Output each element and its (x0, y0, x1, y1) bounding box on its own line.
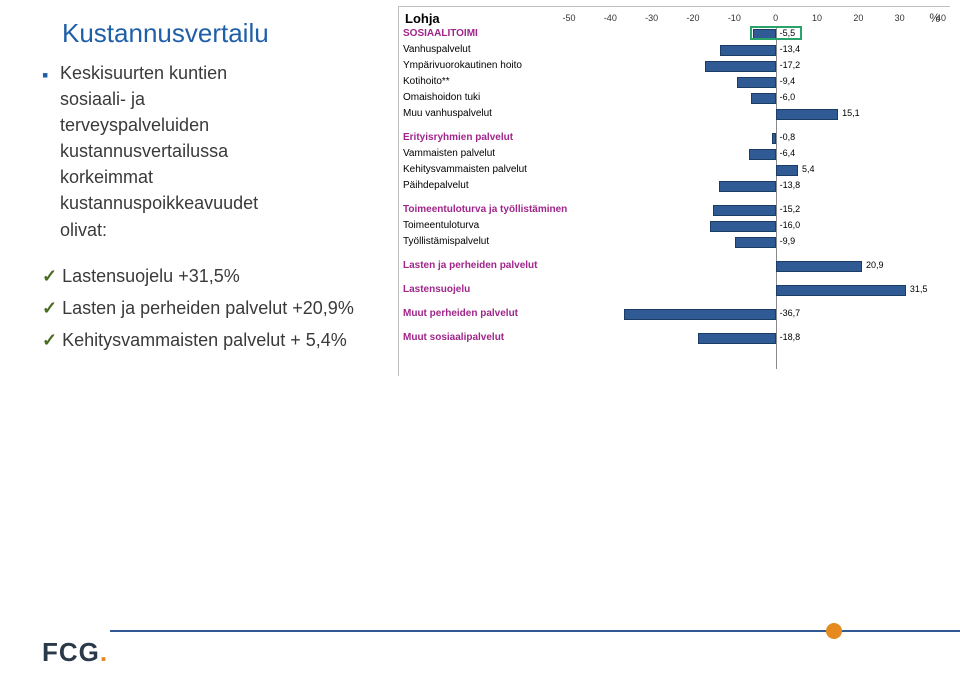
check-label: Lasten ja perheiden palvelut +20,9% (62, 298, 354, 318)
bar-value: -13,4 (780, 44, 801, 54)
x-tick-label: 20 (848, 13, 868, 23)
row-label: Muu vanhuspalvelut (403, 107, 565, 121)
row-label: Työllistämispalvelut (403, 235, 565, 249)
chart-bar (749, 149, 775, 160)
bar-value: -16,0 (780, 220, 801, 230)
intro-line: sosiaali- ja (60, 86, 382, 112)
check-icon: ✓ (42, 298, 57, 318)
intro-line: olivat: (60, 217, 382, 243)
x-axis-ticks: -50-40-30-20-10010203040 (569, 13, 941, 25)
bar-value: -6,4 (780, 148, 796, 158)
x-tick-label: 0 (766, 13, 786, 23)
intro-line: terveyspalveluiden (60, 112, 382, 138)
bar-value: 5,4 (802, 164, 815, 174)
bar-value: -9,4 (780, 76, 796, 86)
check-item: ✓ Lasten ja perheiden palvelut +20,9% (42, 295, 382, 321)
bar-value: 31,5 (910, 284, 928, 294)
x-tick-label: -10 (724, 13, 744, 23)
page-title: Kustannusvertailu (62, 18, 269, 49)
bullet-icon: ▪ (42, 62, 48, 88)
chart-title: Lohja (405, 11, 440, 26)
check-label: Lastensuojelu +31,5% (62, 266, 240, 286)
bar-value: -5,5 (780, 28, 796, 38)
intro-line: korkeimmat (60, 164, 382, 190)
chart-bar (776, 165, 798, 176)
logo-dot: . (100, 637, 108, 667)
intro-line: kustannuspoikkeavuudet (60, 190, 382, 216)
chart-bar (624, 309, 776, 320)
chart-bar (705, 61, 776, 72)
row-label: Omaishoidon tuki (403, 91, 565, 105)
row-label: Muut sosiaalipalvelut (403, 331, 565, 345)
row-label: Ympärivuorokautinen hoito (403, 59, 565, 73)
x-tick-label: -40 (600, 13, 620, 23)
bar-value: -6,0 (780, 92, 796, 102)
bar-value: -15,2 (780, 204, 801, 214)
row-label: Kotihoito** (403, 75, 565, 89)
x-tick-label: 10 (807, 13, 827, 23)
row-label: Muut perheiden palvelut (403, 307, 565, 321)
bar-value: -17,2 (780, 60, 801, 70)
row-label: Kehitysvammaisten palvelut (403, 163, 565, 177)
chart-bar (698, 333, 776, 344)
bar-value: -13,8 (780, 180, 801, 190)
chart-container: Lohja % -5,5-13,4-17,2-9,4-6,015,1-0,8-6… (398, 6, 950, 376)
plot-area: -5,5 -13,4 -17,2 -9,4 -6,0 15,1 -0,8 -6,4 5,4-13… (569, 27, 941, 369)
chart-bar (713, 205, 776, 216)
chart-bar (776, 261, 862, 272)
x-tick-label: 30 (890, 13, 910, 23)
intro-line: Keskisuurten kuntien (60, 60, 382, 86)
chart-bar (737, 77, 776, 88)
bullet-block: ▪ Keskisuurten kuntien sosiaali- ja terv… (42, 60, 382, 353)
check-icon: ✓ (42, 330, 57, 350)
chart-bar (735, 237, 776, 248)
bar-value: -9,9 (780, 236, 796, 246)
footer-dot (826, 623, 842, 639)
row-label: SOSIAALITOIMI (403, 27, 565, 41)
row-label: Lasten ja perheiden palvelut (403, 259, 565, 273)
chart-bar (753, 29, 776, 40)
logo: FCG. (42, 637, 108, 668)
row-label: Vammaisten palvelut (403, 147, 565, 161)
chart-bar (776, 109, 838, 120)
row-label: Erityisryhmien palvelut (403, 131, 565, 145)
chart-bar (710, 221, 776, 232)
bar-value: 15,1 (842, 108, 860, 118)
zero-axis-line (776, 27, 777, 369)
bar-value: -18,8 (780, 332, 801, 342)
x-tick-label: -50 (559, 13, 579, 23)
check-icon: ✓ (42, 266, 57, 286)
chart-bar (719, 181, 776, 192)
x-tick-label: 40 (931, 13, 951, 23)
row-label: Lastensuojelu (403, 283, 565, 297)
x-tick-label: -30 (642, 13, 662, 23)
bar-value: -36,7 (780, 308, 801, 318)
intro-line: kustannusvertailussa (60, 138, 382, 164)
row-label: Toimeentuloturva (403, 219, 565, 233)
row-label: Päihdepalvelut (403, 179, 565, 193)
check-item: ✓ Kehitysvammaisten palvelut + 5,4% (42, 327, 382, 353)
bar-value: -0,8 (780, 132, 796, 142)
x-tick-label: -20 (683, 13, 703, 23)
chart-bar (720, 45, 775, 56)
label-area: SOSIAALITOIMI Vanhuspalvelut Ympärivuoroka… (399, 27, 569, 369)
chart-bar (776, 285, 906, 296)
chart-bar (772, 133, 775, 144)
logo-text: FCG (42, 637, 100, 667)
row-label: Vanhuspalvelut (403, 43, 565, 57)
check-item: ✓ Lastensuojelu +31,5% (42, 263, 382, 289)
bar-value: 20,9 (866, 260, 884, 270)
check-label: Kehitysvammaisten palvelut + 5,4% (62, 330, 347, 350)
chart-bar (751, 93, 776, 104)
row-label: Toimeentuloturva ja työllistäminen (403, 203, 565, 217)
